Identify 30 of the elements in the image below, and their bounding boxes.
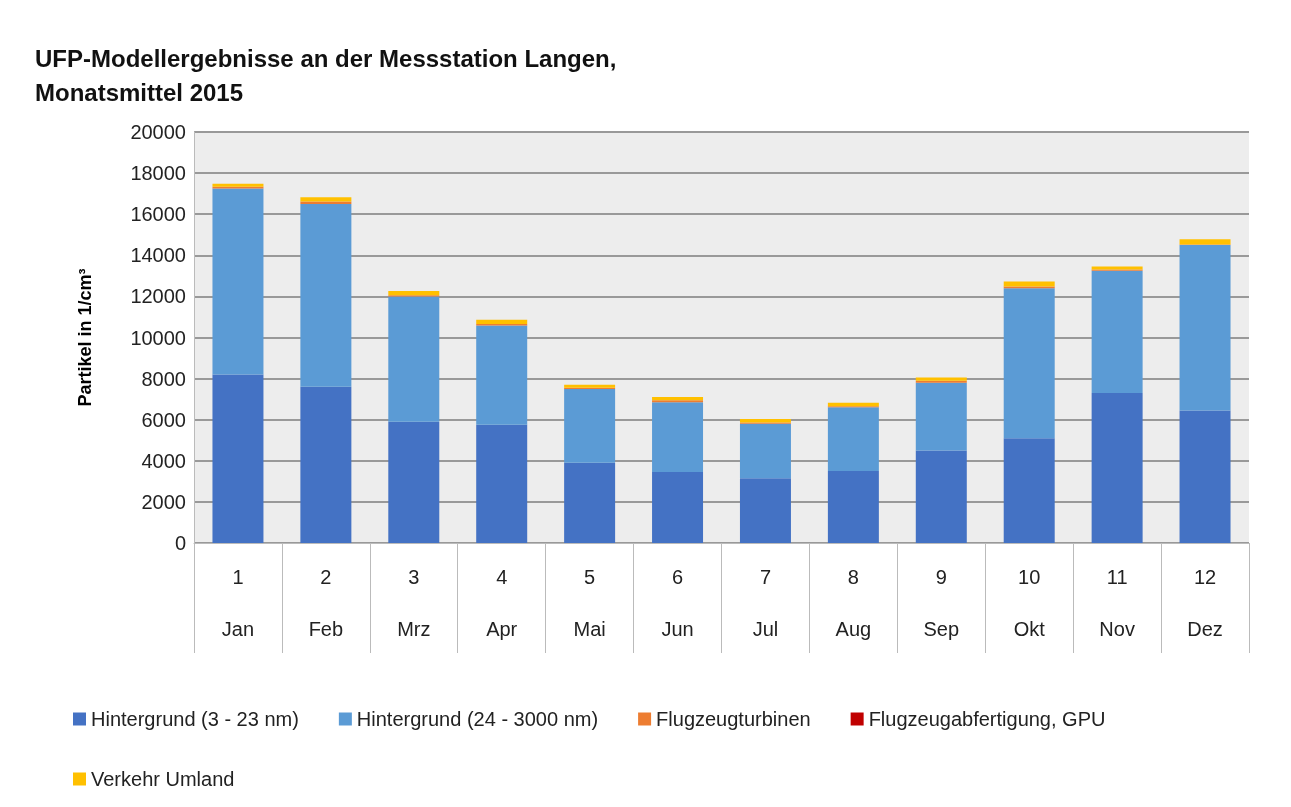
y-tick-label: 6000 xyxy=(141,408,186,431)
y-tick-label: 10000 xyxy=(130,326,186,349)
y-tick-label: 8000 xyxy=(141,367,186,390)
legend-label: Flugzeugabfertigung, GPU xyxy=(868,708,1106,730)
y-tick-label: 14000 xyxy=(130,244,186,267)
y-tick-label: 2000 xyxy=(141,490,186,513)
category-label: 3 Mrz xyxy=(397,566,431,640)
legend-label: Hintergrund (3 - 23 nm) xyxy=(91,708,299,730)
legend-label: Verkehr Umland xyxy=(91,768,235,790)
y-tick-label: 4000 xyxy=(141,449,186,472)
chart-title: UFP-Modellergebnisse an der Messstation Langen, Monatsmittel 2015 xyxy=(35,44,617,106)
category-label: 1 Jan xyxy=(221,566,255,640)
y-tick-label: 0 xyxy=(174,532,186,554)
category-label: 6 Jun xyxy=(661,566,694,640)
category-label: 10 Okt xyxy=(1013,566,1045,640)
category-label: 5 Mai xyxy=(573,566,606,640)
legend-label: Hintergrund (24 - 3000 nm) xyxy=(356,708,599,730)
category-label: 2 Feb xyxy=(308,566,344,640)
y-tick-label: 16000 xyxy=(130,203,186,226)
legend-label: Flugzeugturbinen xyxy=(656,708,811,730)
category-label: 7 Jul xyxy=(752,566,779,640)
category-label: 8 Aug xyxy=(835,566,872,640)
category-label: 4 Apr xyxy=(486,566,518,640)
category-label: 9 Sep xyxy=(923,566,960,640)
y-tick-label: 20000 xyxy=(130,121,186,143)
category-label: 11 Nov xyxy=(1099,566,1135,640)
y-tick-label: 18000 xyxy=(130,162,186,185)
y-axis-title: Partikel in 1/cm³ xyxy=(75,268,95,407)
y-tick-label: 12000 xyxy=(130,285,186,308)
category-label: 12 Dez xyxy=(1187,566,1223,640)
